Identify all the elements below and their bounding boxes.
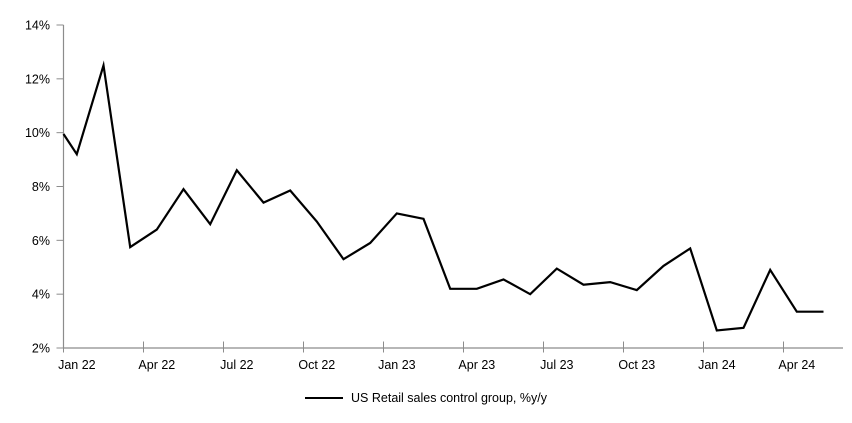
x-tick-label: Jan 22	[58, 358, 96, 372]
plot-area: 2% 4% 6% 8% 10% 12% 14% Jan 22 Apr 22 Jul 22 Oct 2…	[25, 19, 843, 372]
y-tick-label: 2%	[32, 342, 50, 356]
x-tick-label: Oct 23	[618, 358, 655, 372]
x-tick-label: Jan 23	[378, 358, 416, 372]
y-tick-label: 12%	[25, 72, 50, 86]
x-tick-label: Jan 24	[698, 358, 736, 372]
x-tick-label: Oct 22	[298, 358, 335, 372]
y-tick-label: 4%	[32, 288, 50, 302]
x-tick-label: Jul 23	[540, 358, 573, 372]
y-tick-label: 10%	[25, 126, 50, 140]
y-tick-label: 8%	[32, 180, 50, 194]
x-tick-label: Apr 24	[778, 358, 815, 372]
y-tick-label: 6%	[32, 234, 50, 248]
y-tick-label: 14%	[25, 19, 50, 33]
legend-line-sample-icon	[305, 397, 344, 399]
x-tick-label: Apr 23	[458, 358, 495, 372]
x-tick-label: Apr 22	[138, 358, 175, 372]
legend: US Retail sales control group, %y/y	[0, 391, 852, 405]
x-tick-label: Jul 22	[220, 358, 253, 372]
legend-label: US Retail sales control group, %y/y	[351, 391, 547, 405]
data-line-series	[62, 60, 824, 332]
